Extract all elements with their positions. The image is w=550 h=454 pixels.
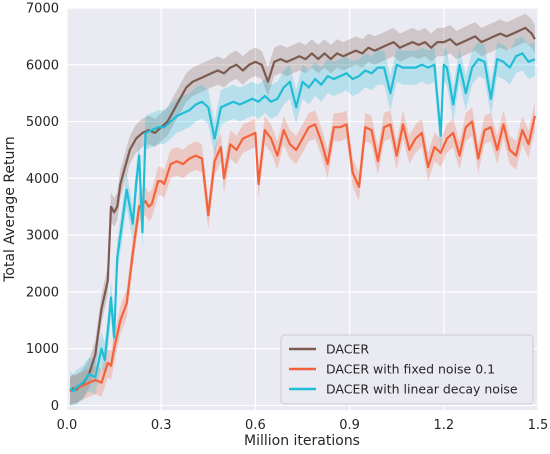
series-band-0 <box>70 13 535 406</box>
legend-label-1: DACER with fixed noise 0.1 <box>326 362 495 377</box>
y-tick-label: 2000 <box>26 285 59 300</box>
x-tick-label: 1.5 <box>528 418 549 433</box>
y-tick-label: 5000 <box>26 115 59 130</box>
x-tick-label: 0.6 <box>245 418 266 433</box>
y-tick-label: 4000 <box>26 172 59 187</box>
confidence-bands <box>70 13 535 406</box>
y-axis-label: Total Average Return <box>2 136 18 283</box>
legend-box <box>280 334 534 405</box>
x-axis-label: Million iterations <box>244 433 360 449</box>
y-tick-label: 3000 <box>26 229 59 244</box>
legend-label-2: DACER with linear decay noise <box>326 382 518 397</box>
series-lines <box>69 26 536 393</box>
series-line-1 <box>69 115 536 393</box>
x-axis-ticks: 0.0 0.3 0.6 0.9 1.2 1.5 <box>57 418 549 433</box>
x-tick-label: 0.3 <box>151 418 172 433</box>
series-band-2 <box>70 36 535 406</box>
y-tick-label: 0 <box>51 399 59 414</box>
x-tick-label: 1.2 <box>433 418 454 433</box>
x-tick-label: 0.0 <box>57 418 78 433</box>
series-line-0 <box>69 26 536 393</box>
y-tick-label: 7000 <box>26 2 59 17</box>
series-line-2 <box>69 52 536 393</box>
x-tick-label: 0.9 <box>339 418 360 433</box>
y-tick-label: 6000 <box>26 58 59 73</box>
series-band-1 <box>70 101 535 406</box>
legend: DACER DACER with fixed noise 0.1 DACER wit… <box>280 334 534 405</box>
y-tick-label: 1000 <box>26 342 59 357</box>
y-axis-ticks: 0 1000 2000 3000 4000 5000 6000 7000 <box>26 2 59 414</box>
legend-label-0: DACER <box>326 342 369 357</box>
grid-lines <box>66 7 539 410</box>
